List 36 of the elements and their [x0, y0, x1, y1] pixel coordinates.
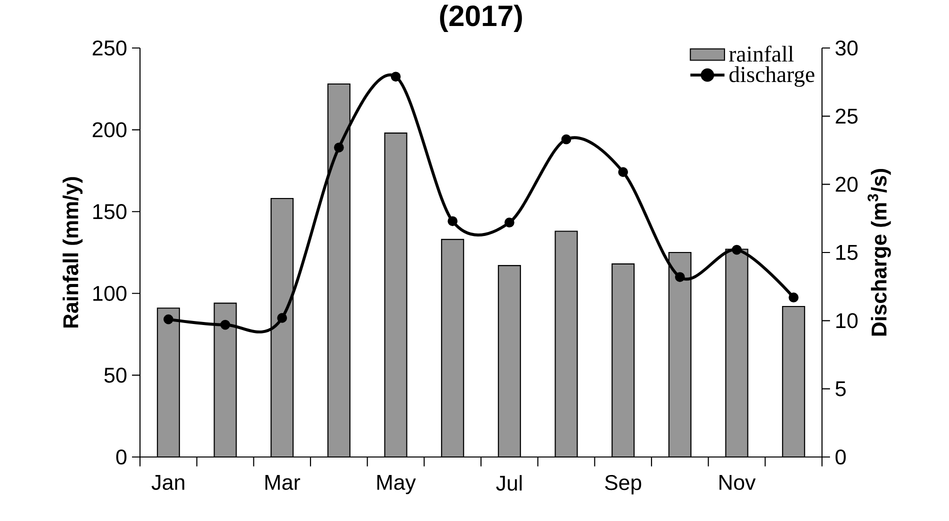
- y-axis-title: Rainfall (mm/y): [62, 177, 83, 328]
- y2-tick-label: 15: [836, 245, 858, 260]
- point: [618, 167, 628, 177]
- x-tick-label: Mar: [265, 475, 300, 490]
- x-tick-label: Nov: [720, 475, 756, 490]
- y2-tick-label: 30: [836, 40, 858, 56]
- y-tick-label: 50: [104, 368, 126, 383]
- legend-label: rainfall: [729, 46, 794, 62]
- point: [163, 314, 174, 324]
- point: [561, 134, 572, 144]
- point: [277, 313, 288, 323]
- y2-axis-title: Discharge (m$^{3}$/s): [868, 169, 891, 336]
- point: [390, 72, 401, 82]
- point: [674, 272, 685, 282]
- y-tick-label: 200: [92, 122, 126, 138]
- y-tick-label: 150: [93, 204, 126, 220]
- point: [448, 216, 458, 226]
- chart-title: (2017): [440, 4, 522, 32]
- point: [732, 244, 742, 255]
- y-tick-label: 250: [92, 40, 126, 56]
- x-tick-label: Sep: [605, 475, 642, 494]
- y2-tick-label: 20: [836, 176, 858, 192]
- point: [788, 292, 799, 302]
- point: [220, 320, 230, 330]
- y-tick-label: 0: [116, 449, 126, 465]
- x-tick-label: May: [377, 475, 416, 494]
- x-tick-label: Jul: [496, 475, 522, 491]
- point: [334, 142, 344, 152]
- legend-label: discharge: [729, 66, 814, 87]
- y2-tick-label: 5: [836, 381, 846, 396]
- y2-tick-label: 0: [836, 449, 846, 465]
- x-tick-label: Jan: [152, 475, 184, 490]
- y-tick-label: 100: [93, 286, 126, 301]
- point: [504, 218, 514, 228]
- y2-tick-label: 10: [836, 313, 858, 328]
- y2-tick-label: 25: [836, 108, 858, 124]
